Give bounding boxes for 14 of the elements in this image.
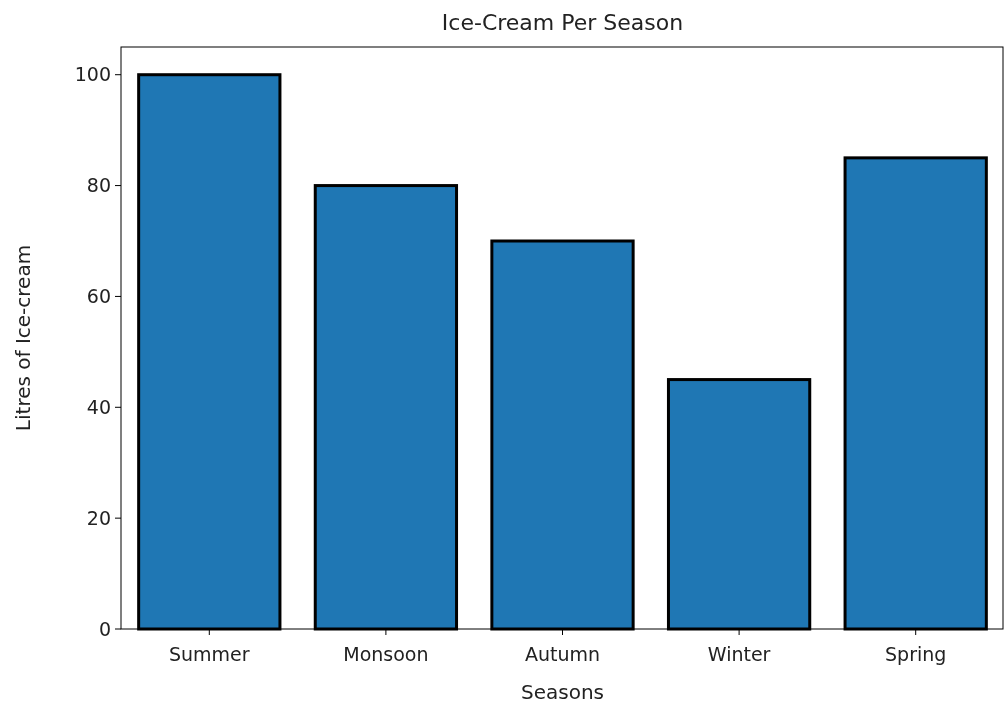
x-tick-label: Spring — [885, 643, 947, 665]
y-tick-label: 40 — [86, 395, 111, 418]
x-tick-label: Summer — [168, 643, 250, 665]
y-tick-label: 0 — [98, 617, 111, 640]
x-axis-title: Seasons — [520, 680, 605, 704]
y-tick-label: 100 — [74, 63, 111, 86]
y-tick-label: 60 — [86, 285, 111, 308]
x-tick-label: Autumn — [524, 643, 601, 665]
chart-title: Ice-Cream Per Season — [441, 10, 684, 35]
y-tick-label: 80 — [86, 174, 111, 197]
y-axis-title: Litres of Ice-cream — [11, 244, 35, 432]
y-tick-label: 20 — [86, 506, 111, 529]
x-tick-label: Winter — [707, 643, 771, 665]
x-tick-label: Monsoon — [343, 643, 429, 665]
